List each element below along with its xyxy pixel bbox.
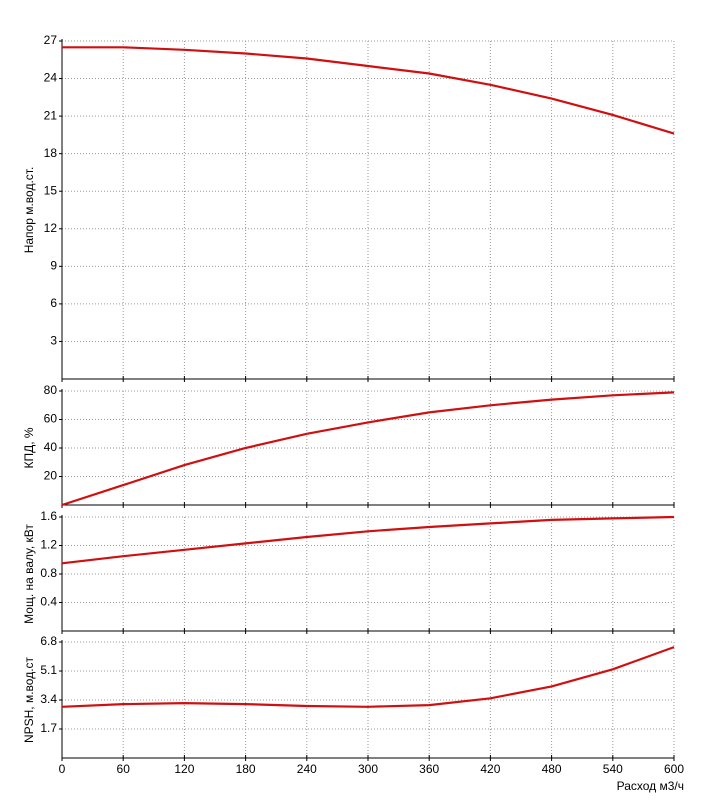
x-tick-label: 240 xyxy=(297,762,317,776)
y-tick-label: 21 xyxy=(44,108,58,122)
y-tick-label: 6.8 xyxy=(40,634,57,648)
x-tick-label: 600 xyxy=(664,762,684,776)
y-axis-label: NPSH, м.вод.ст xyxy=(22,656,36,743)
y-tick-label: 1.7 xyxy=(40,721,57,735)
curve xyxy=(61,391,675,507)
x-tick-label: 540 xyxy=(603,762,623,776)
y-tick-label: 0.4 xyxy=(40,595,57,609)
y-tick-label: 1.6 xyxy=(40,509,57,523)
x-tick-label: 180 xyxy=(236,762,256,776)
x-tick-label: 60 xyxy=(117,762,131,776)
y-tick-label: 18 xyxy=(44,146,58,160)
y-tick-label: 27 xyxy=(44,33,58,47)
y-tick-label: 1.2 xyxy=(40,538,57,552)
y-tick-label: 12 xyxy=(44,221,58,235)
y-tick-label: 0.8 xyxy=(40,566,57,580)
y-tick-label: 15 xyxy=(44,183,58,197)
y-tick-label: 6 xyxy=(50,296,57,310)
curve xyxy=(61,515,675,565)
curve xyxy=(62,46,675,135)
y-tick-label: 3.4 xyxy=(40,692,57,706)
y-axis-label: КПД, % xyxy=(22,427,36,468)
x-tick-label: 0 xyxy=(59,762,66,776)
y-tick-label: 3 xyxy=(50,334,57,348)
y-tick-label: 24 xyxy=(44,71,58,85)
y-tick-label: 20 xyxy=(44,469,58,483)
x-tick-label: 480 xyxy=(542,762,562,776)
y-axis-label: Напор м.вод.ст. xyxy=(22,167,36,254)
y-tick-label: 40 xyxy=(44,440,58,454)
x-tick-label: 300 xyxy=(358,762,378,776)
x-tick-label: 360 xyxy=(419,762,439,776)
y-tick-label: 60 xyxy=(44,412,58,426)
curve xyxy=(61,646,675,708)
x-axis-label: Расход м3/ч xyxy=(617,779,684,793)
y-tick-label: 9 xyxy=(50,259,57,273)
y-axis-label: Мощ. на валу, кВт xyxy=(22,524,36,624)
y-tick-label: 5.1 xyxy=(40,663,57,677)
x-tick-label: 420 xyxy=(480,762,500,776)
y-tick-label: 80 xyxy=(44,383,58,397)
x-tick-label: 120 xyxy=(174,762,194,776)
